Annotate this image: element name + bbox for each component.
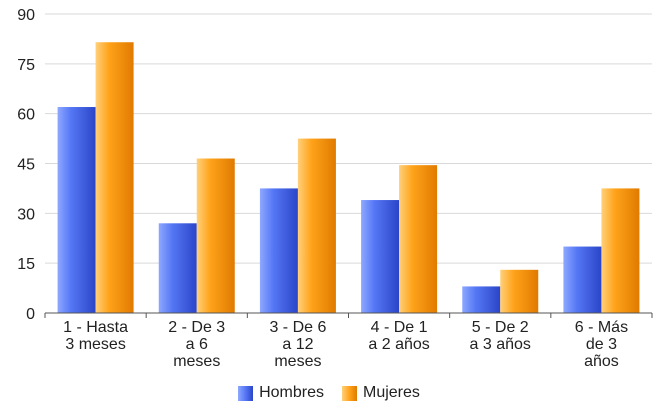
legend-item-mujeres[interactable]: Mujeres [342,384,420,402]
x-tick-label: 4 - De 1 [371,319,428,336]
bar-hombres [563,246,602,313]
y-tick-label: 15 [17,256,35,273]
y-tick-label: 45 [17,157,35,174]
x-tick-label: a 12 [282,336,313,353]
bar-mujeres [196,158,235,313]
x-tick-label: a 6 [186,336,208,353]
y-tick-label: 90 [17,7,35,24]
y-tick-label: 30 [17,206,35,223]
bar-hombres [158,223,197,313]
x-tick-label: 5 - De 2 [472,319,529,336]
bar-mujeres [601,188,640,313]
x-tick-label: meses [274,353,321,370]
bar-mujeres [95,42,134,313]
x-tick-label: a 3 años [470,336,531,353]
bar-hombres [57,107,96,314]
bar-mujeres [399,165,438,313]
y-tick-label: 0 [26,306,35,323]
x-tick-label: 6 - Más [575,319,628,336]
x-tick-label: 3 meses [65,336,125,353]
x-tick-label: 1 - Hasta [63,319,128,336]
bar-mujeres [500,269,539,313]
bar-hombres [361,200,400,313]
bar-hombres [259,188,298,313]
legend-swatch-mujeres [342,385,357,401]
bar-hombres [462,286,501,313]
x-tick-label: a 2 años [368,336,429,353]
x-tick-label: meses [173,353,220,370]
legend-swatch-hombres [238,385,254,401]
x-tick-label: 3 - De 6 [269,319,326,336]
legend-label-mujeres: Mujeres [363,384,420,401]
y-tick-label: 75 [17,57,35,74]
legend-label-hombres: Hombres [259,384,324,401]
x-tick-label: años [584,353,619,370]
grid-lines [45,13,652,264]
bar-mujeres [297,138,336,313]
x-tick-label: 2 - De 3 [168,319,225,336]
bars [57,42,640,314]
legend-item-hombres[interactable]: Hombres [238,384,324,402]
legend: Hombres Mujeres [0,384,658,402]
x-tick-label: de 3 [586,336,617,353]
y-tick-label: 60 [17,107,35,124]
